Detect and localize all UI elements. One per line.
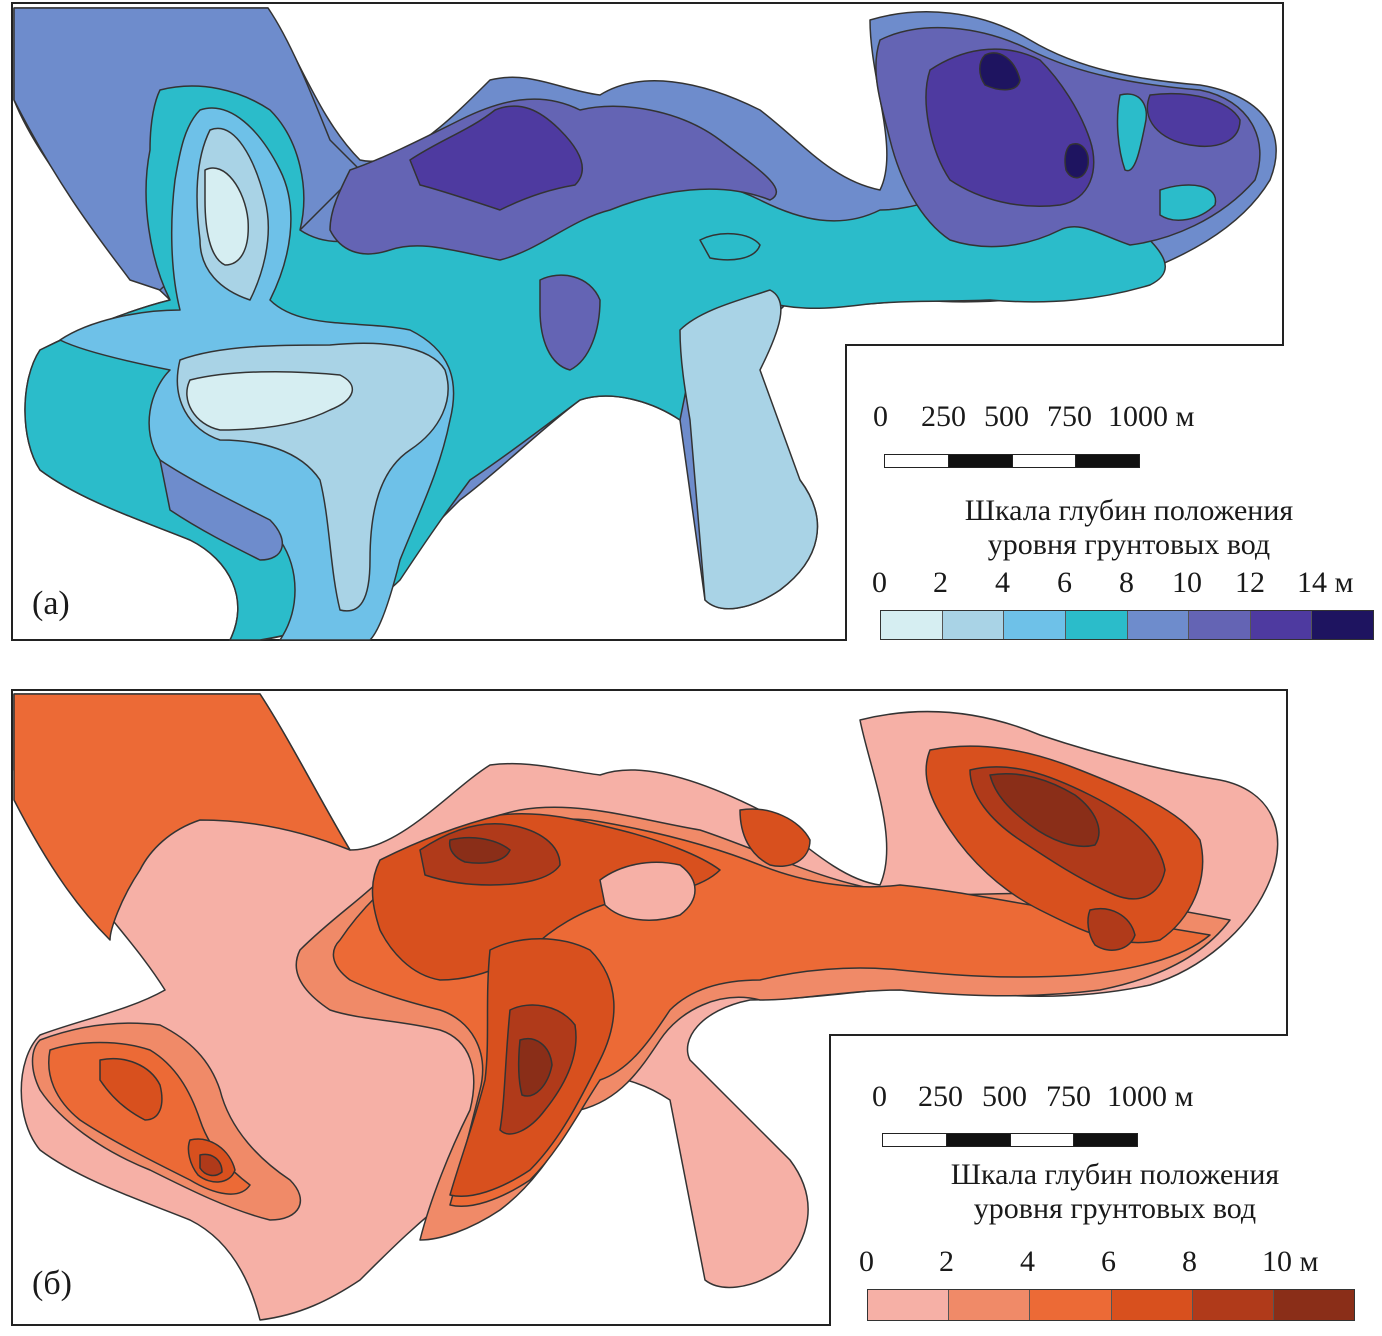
legend-title-line2: уровня грунтовых вод [973,1192,1257,1225]
groundwater-depth-map-a [13,7,1277,641]
legend-tick-label: 14 м [1297,566,1354,599]
legend-color-ramp-a [880,610,1374,640]
legend-tick-label: 0 [872,566,887,599]
legend-color-swatch [881,611,943,639]
legend-color-swatch [1065,611,1128,639]
legend-tick-label: 10 м [1262,1245,1319,1278]
legend-tick-label: 6 [1101,1245,1116,1278]
legend-tick-label: 2 [939,1245,954,1278]
legend-color-swatch [942,611,1005,639]
legend-color-swatch [1127,611,1190,639]
legend-title-a: Шкала глубин положения уровня грунтовых … [884,494,1374,562]
legend-color-swatch [1250,611,1313,639]
scale-tick-label: 250 [918,1080,963,1113]
scale-tick-label: 1000 м [1107,1080,1194,1113]
scale-tick-label: 750 [1047,400,1092,433]
legend-tick-label: 8 [1119,566,1134,599]
groundwater-depth-map-b [13,693,1279,1321]
scale-tick-label: 500 [982,1080,1027,1113]
legend-tick-label: 10 [1172,566,1202,599]
legend-color-swatch [868,1290,950,1320]
legend-title-line2: уровня грунтовых вод [987,528,1271,561]
legend-title-line1: Шкала глубин положения [964,494,1294,527]
map-panel-b: (б) 0 250 500 750 1000 м Шкала глубин по… [0,680,1382,1336]
legend-color-swatch [1030,1290,1112,1320]
legend-color-swatch [949,1290,1031,1320]
scale-tick-label: 500 [984,400,1029,433]
legend-tick-label: 0 [859,1245,874,1278]
legend-tick-label: 6 [1057,566,1072,599]
legend-title-b: Шкала глубин положения уровня грунтовых … [870,1158,1360,1226]
scale-tick-label: 250 [921,400,966,433]
legend-color-swatch [1312,611,1373,639]
legend-color-swatch [1111,1290,1193,1320]
map-panel-a: (а) 0 250 500 750 1000 м Шкала глубин по… [0,0,1382,645]
panel-label-b: (б) [32,1265,72,1302]
legend-color-swatch [1273,1290,1355,1320]
legend-tick-label: 2 [933,566,948,599]
legend-color-ramp-b [867,1289,1355,1321]
scale-tick-label: 750 [1046,1080,1091,1113]
scale-tick-label: 0 [873,400,888,433]
legend-color-swatch [1004,611,1066,639]
panel-label-a: (а) [32,585,70,622]
legend-color-swatch [1189,611,1251,639]
legend-tick-label: 8 [1182,1245,1197,1278]
legend-tick-label: 12 [1235,566,1265,599]
legend-color-swatch [1192,1290,1274,1320]
scale-tick-label: 1000 м [1108,400,1195,433]
scale-bar-b [882,1133,1138,1147]
scale-tick-label: 0 [872,1080,887,1113]
scale-bar-a [884,454,1140,468]
legend-title-line1: Шкала глубин положения [950,1158,1280,1191]
legend-tick-label: 4 [995,566,1010,599]
legend-tick-label: 4 [1020,1245,1035,1278]
